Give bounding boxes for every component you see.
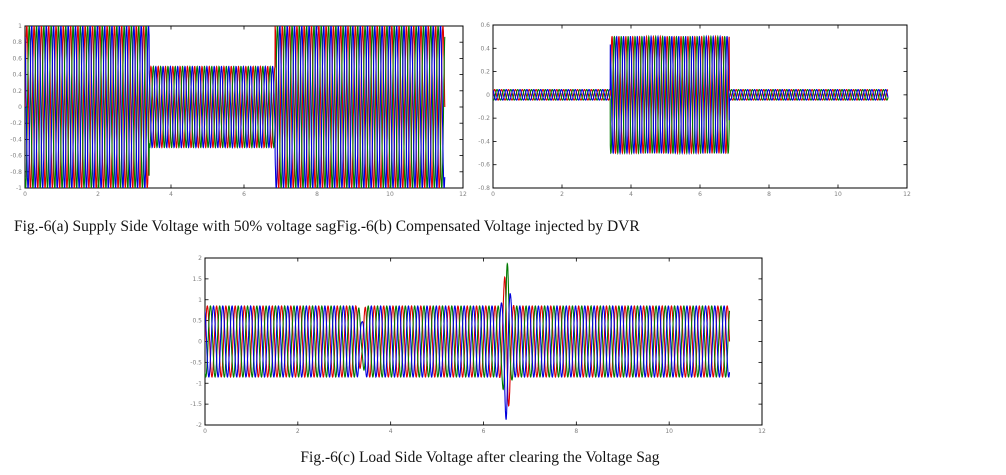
caption-fig6c: Fig.-6(c) Load Side Voltage after cleari… xyxy=(300,449,660,466)
y-tick-label: 0.6 xyxy=(12,55,22,62)
x-tick-label: 0 xyxy=(23,191,27,198)
x-tick-label: 12 xyxy=(459,191,467,198)
x-tick-label: 6 xyxy=(242,191,246,198)
fig6a-supply-side-voltage-svg: 0 2 4 6 8 10 12 1 0.8 0.6 0.4 0.2 0 -0.2 -0.4 -0.6 -0.8 -… xyxy=(10,23,467,198)
y-tick-label: 0 xyxy=(486,92,490,99)
fig6b-dvr-injected-voltage-svg: 0 2 4 6 8 10 12 0.6 0.4 0.2 0 -0.2 -0.4 -0.6 -0.8 xyxy=(478,22,911,198)
x-tick-label: 8 xyxy=(767,191,771,198)
y-tick-label: 0 xyxy=(198,339,202,346)
y-tick-label: 2 xyxy=(198,255,202,262)
y-tick-label: -0.4 xyxy=(10,136,22,143)
x-tick-label: 4 xyxy=(169,191,173,198)
x-tick-label: 2 xyxy=(96,191,100,198)
caption-fig6a-fig6b: Fig.-6(a) Supply Side Voltage with 50% v… xyxy=(14,218,640,236)
y-tick-label: -0.6 xyxy=(10,153,22,160)
y-tick-label: -0.2 xyxy=(10,120,22,127)
y-tick-label: 0.8 xyxy=(12,39,22,46)
y-tick-label: -1 xyxy=(196,380,202,387)
y-tick-label: 0.4 xyxy=(480,45,490,52)
x-tick-label: 12 xyxy=(903,191,911,198)
waveforms xyxy=(25,26,446,188)
y-tick-label: -0.4 xyxy=(478,138,490,145)
y-tick-label: 0.5 xyxy=(192,318,202,325)
x-tick-label: 10 xyxy=(386,191,394,198)
x-tick-label: 4 xyxy=(629,191,633,198)
x-tick-label: 2 xyxy=(296,428,300,435)
waveforms xyxy=(205,262,731,420)
y-tick-label: 0.4 xyxy=(12,72,22,79)
x-tick-label: 8 xyxy=(574,428,578,435)
x-tick-label: 10 xyxy=(665,428,673,435)
fig6b-injected-voltage-plot: 0 2 4 6 8 10 12 0.6 0.4 0.2 0 -0.2 -0.4 -0.6 -0.8 xyxy=(470,11,918,208)
x-tick-label: 6 xyxy=(482,428,486,435)
fig6a-supply-side-voltage-phase-c xyxy=(25,26,446,188)
fig6a-supply-voltage-plot: 0 2 4 6 8 10 12 1 0.8 0.6 0.4 0.2 0 -0.2 -0.4 -0.6 -0.8 -… xyxy=(2,12,470,208)
fig6c-load-side-voltage-phase-a xyxy=(205,276,731,407)
y-tick-label: -0.8 xyxy=(478,185,490,192)
fig6c-load-side-voltage-svg: 0 2 4 6 8 10 12 2 1.5 1 0.5 0 -0.5 -1 -1.5 -2 xyxy=(190,255,766,435)
y-tick-label: -0.5 xyxy=(190,359,202,366)
y-tick-label: -1 xyxy=(16,185,22,192)
x-tick-label: 0 xyxy=(203,428,207,435)
x-tick-label: 6 xyxy=(698,191,702,198)
y-tick-label: 1.5 xyxy=(192,276,202,283)
y-tick-label: 0.2 xyxy=(12,88,22,95)
y-tick-label: 1 xyxy=(198,297,202,304)
y-tick-label: 0.2 xyxy=(480,69,490,76)
y-tick-label: -0.6 xyxy=(478,162,490,169)
x-tick-label: 8 xyxy=(315,191,319,198)
y-tick-label: -1.5 xyxy=(190,401,202,408)
fig6c-load-voltage-plot: 0 2 4 6 8 10 12 2 1.5 1 0.5 0 -0.5 -1 -1.5 -2 xyxy=(182,244,774,446)
x-tick-label: 10 xyxy=(834,191,842,198)
x-tick-label: 12 xyxy=(758,428,766,435)
x-tick-label: 0 xyxy=(491,191,495,198)
y-tick-label: -0.8 xyxy=(10,169,22,176)
y-tick-label: 1 xyxy=(18,23,22,30)
fig6b-dvr-injected-voltage-phase-c xyxy=(493,34,889,156)
fig6c-load-side-voltage-phase-c xyxy=(205,293,731,420)
caption-fig6a: Fig.-6(a) Supply Side Voltage with 50% v… xyxy=(14,218,337,235)
x-tick-label: 4 xyxy=(389,428,393,435)
x-tick-label: 2 xyxy=(560,191,564,198)
y-tick-label: -0.2 xyxy=(478,115,490,122)
y-tick-label: 0.6 xyxy=(480,22,490,29)
y-tick-label: 0 xyxy=(18,104,22,111)
waveforms xyxy=(493,34,889,156)
caption-fig6b: Fig.-6(b) Compensated Voltage injected b… xyxy=(336,218,640,235)
y-tick-label: -2 xyxy=(196,422,202,429)
